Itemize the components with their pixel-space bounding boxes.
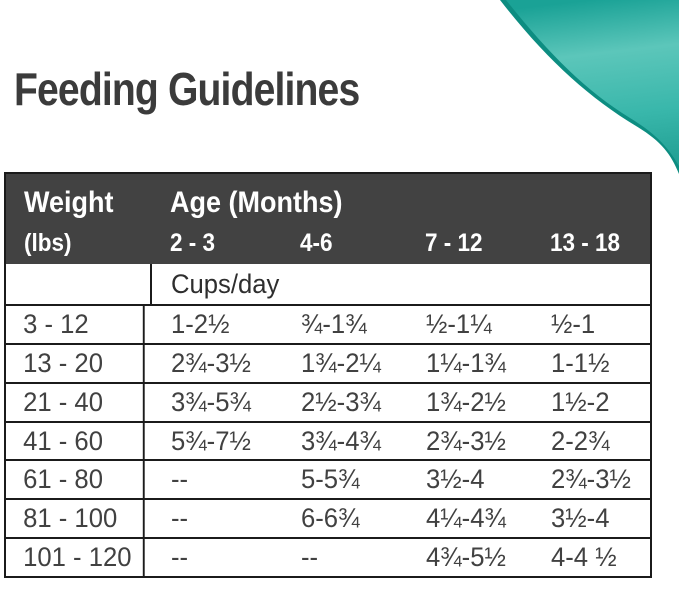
page-title: Feeding Guidelines bbox=[14, 63, 360, 115]
table-row: 13 - 20 2¾-3½ 1¾-2¼ 1¼-1¾ 1-1½ bbox=[6, 342, 650, 382]
units-row: Cups/day bbox=[6, 264, 650, 304]
cups-cell: 1¾-2¼ bbox=[301, 347, 381, 378]
cups-cell: 1¼-1¾ bbox=[426, 347, 506, 378]
weight-range-cell: 81 - 100 bbox=[6, 500, 145, 538]
cups-cell: 4¾-5½ bbox=[426, 542, 506, 573]
age-col-header-2-3: 2 - 3 bbox=[170, 229, 216, 257]
cups-cell: 1-1½ bbox=[551, 347, 610, 378]
weight-range-cell: 3 - 12 bbox=[6, 306, 145, 343]
age-group-header: Age (Months) bbox=[170, 186, 343, 219]
weight-range-cell: 13 - 20 bbox=[6, 344, 145, 382]
swoosh-rim bbox=[500, 0, 679, 174]
weight-column-header: Weight bbox=[24, 186, 114, 219]
table-row: 81 - 100 -- 6-6¾ 4¼-4¾ 3½-4 bbox=[6, 498, 650, 538]
cups-cell: 1-2½ bbox=[171, 308, 230, 339]
cups-cell: 1¾-2½ bbox=[426, 386, 506, 417]
weight-range-cell: 41 - 60 bbox=[6, 422, 145, 460]
cups-cell: 5-5¾ bbox=[301, 464, 360, 495]
cups-cell: 3½-4 bbox=[426, 464, 485, 495]
table-row: 21 - 40 3¾-5¾ 2½-3¾ 1¾-2½ 1½-2 bbox=[6, 381, 650, 421]
swoosh-body bbox=[506, 0, 679, 166]
age-column-headers: 2 - 3 4-6 7 - 12 13 - 18 bbox=[152, 219, 650, 258]
table-row: 3 - 12 1-2½ ¾-1¾ ½-1¼ ½-1 bbox=[6, 304, 650, 343]
feeding-guidelines-table: Weight (lbs) Age (Months) 2 - 3 4-6 7 - … bbox=[4, 172, 652, 578]
cups-cell: ½-1 bbox=[551, 308, 596, 339]
cups-cell: ¾-1¾ bbox=[301, 308, 367, 339]
age-col-header-7-12: 7 - 12 bbox=[425, 229, 483, 257]
cups-cell: 2¾-3½ bbox=[551, 464, 631, 495]
weight-range-cell: 21 - 40 bbox=[6, 383, 145, 421]
units-row-empty-cell bbox=[6, 264, 152, 304]
cups-cell: 2½-3¾ bbox=[301, 386, 381, 417]
cups-cell: 3¾-4¾ bbox=[301, 425, 381, 456]
cups-cell: -- bbox=[301, 542, 319, 573]
weight-header-cell: Weight (lbs) bbox=[6, 186, 152, 264]
cups-cell: 4¼-4¾ bbox=[426, 503, 506, 534]
cups-cell: 3½-4 bbox=[551, 503, 610, 534]
weight-units-header: (lbs) bbox=[24, 229, 72, 257]
age-col-header-13-18: 13 - 18 bbox=[550, 229, 621, 257]
cups-cell: 1½-2 bbox=[551, 386, 610, 417]
table-row: 61 - 80 -- 5-5¾ 3½-4 2¾-3½ bbox=[6, 459, 650, 499]
weight-range-cell: 61 - 80 bbox=[6, 461, 145, 499]
age-col-header-4-6: 4-6 bbox=[300, 229, 333, 257]
table-row: 41 - 60 5¾-7½ 3¾-4¾ 2¾-3½ 2-2¾ bbox=[6, 420, 650, 460]
weight-range-cell: 101 - 120 bbox=[6, 539, 145, 577]
units-label: Cups/day bbox=[171, 268, 280, 299]
table-row: 101 - 120 -- -- 4¾-5½ 4-4 ½ bbox=[6, 537, 650, 577]
cups-cell: -- bbox=[171, 503, 189, 534]
cups-cell: 3¾-5¾ bbox=[171, 386, 251, 417]
cups-cell: -- bbox=[171, 542, 189, 573]
table-header: Weight (lbs) Age (Months) 2 - 3 4-6 7 - … bbox=[6, 174, 650, 264]
cups-cell: 2¾-3½ bbox=[171, 347, 251, 378]
cups-cell: ½-1¼ bbox=[426, 308, 492, 339]
cups-cell: 2-2¾ bbox=[551, 425, 610, 456]
cups-cell: 4-4 ½ bbox=[551, 542, 617, 573]
age-header-cell: Age (Months) 2 - 3 4-6 7 - 12 13 - 18 bbox=[152, 186, 650, 264]
cups-cell: 6-6¾ bbox=[301, 503, 360, 534]
cups-cell: 5¾-7½ bbox=[171, 425, 251, 456]
cups-cell: 2¾-3½ bbox=[426, 425, 506, 456]
cups-cell: -- bbox=[171, 464, 189, 495]
